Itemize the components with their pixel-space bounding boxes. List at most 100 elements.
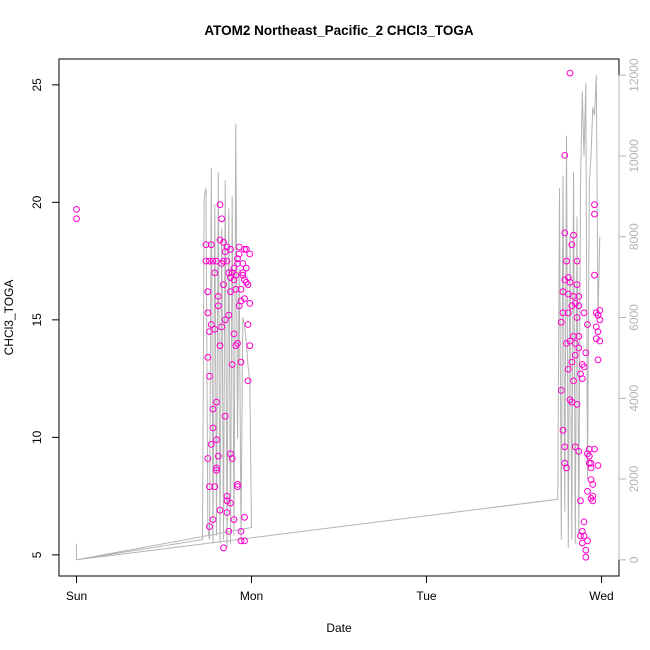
data-point <box>237 528 245 535</box>
data-point <box>570 377 577 385</box>
x-tick-label: Sun <box>66 589 87 603</box>
data-point <box>241 513 248 521</box>
data-point <box>242 245 250 253</box>
y-tick-label: 15 <box>30 313 44 327</box>
data-point <box>213 464 220 472</box>
data-point <box>209 405 217 413</box>
data-point <box>580 532 588 540</box>
data-point <box>223 243 231 251</box>
data-point <box>566 69 574 77</box>
data-point <box>206 257 213 265</box>
data-point <box>575 332 583 340</box>
data-point <box>575 448 583 455</box>
data-point <box>582 546 590 554</box>
data-point <box>216 342 224 350</box>
y2-tick-label: 0 <box>627 556 641 563</box>
data-point <box>228 361 236 368</box>
data-point <box>591 201 598 209</box>
data-point <box>206 328 213 336</box>
y-axis-left: 5 10 15 20 25 <box>30 78 60 558</box>
data-point <box>561 229 569 237</box>
data-point <box>577 497 584 505</box>
data-point <box>584 537 591 545</box>
data-point <box>557 318 565 326</box>
data-point <box>241 537 248 545</box>
y2-tick-label: 12000 <box>627 58 641 92</box>
data-point <box>596 316 604 324</box>
data-point <box>204 288 212 296</box>
data-point <box>596 337 604 345</box>
data-point <box>209 516 217 523</box>
data-point <box>573 401 581 408</box>
data-point <box>234 483 241 491</box>
data-point <box>584 488 591 495</box>
data-point <box>568 302 576 310</box>
data-point <box>220 257 227 265</box>
data-point <box>237 537 245 545</box>
data-point <box>575 344 583 352</box>
y-tick-label: 20 <box>30 195 44 209</box>
data-point <box>585 452 593 460</box>
data-point <box>568 241 576 249</box>
data-point <box>563 257 570 265</box>
data-point <box>575 293 583 300</box>
data-point <box>571 443 579 451</box>
data-point <box>587 464 595 472</box>
data-point <box>232 271 240 279</box>
data-point <box>73 206 80 213</box>
data-point <box>221 316 229 324</box>
data-point <box>214 293 222 300</box>
data-point <box>563 464 570 472</box>
x-axis-label: Date <box>326 621 352 635</box>
data-point <box>223 509 231 516</box>
y-tick-label: 25 <box>30 78 44 92</box>
data-point <box>228 455 236 462</box>
data-point <box>561 459 569 467</box>
y2-tick-label: 2000 <box>627 465 641 492</box>
data-point <box>202 241 210 249</box>
data-point <box>571 351 579 359</box>
data-point <box>578 361 586 368</box>
data-point <box>246 300 254 307</box>
series-layer <box>73 69 604 561</box>
data-point <box>244 281 252 289</box>
data-point <box>204 309 212 317</box>
data-point <box>234 260 241 267</box>
data-point <box>577 532 584 540</box>
data-point <box>214 452 222 460</box>
data-point <box>204 455 212 462</box>
x-tick-label: Mon <box>240 589 263 603</box>
data-point <box>573 314 581 321</box>
data-point <box>570 231 577 239</box>
x-tick-label: Tue <box>416 589 437 603</box>
data-point <box>578 528 586 535</box>
data-point <box>580 309 588 317</box>
y2-tick-label: 4000 <box>627 385 641 412</box>
data-point <box>244 321 252 328</box>
data-point <box>557 387 565 394</box>
data-point <box>209 257 217 265</box>
data-point <box>564 309 572 317</box>
data-point <box>582 553 590 561</box>
data-point <box>223 257 231 265</box>
data-point <box>211 483 219 491</box>
y2-tick-label: 10000 <box>627 139 641 173</box>
data-point <box>596 307 604 314</box>
data-point <box>227 245 234 253</box>
data-point <box>230 264 238 272</box>
data-point <box>564 365 572 373</box>
chart-title: ATOM2 Northeast_Pacific_2 CHCl3_TOGA <box>204 23 474 38</box>
data-point <box>591 445 598 453</box>
data-point <box>594 462 602 469</box>
data-point <box>585 445 593 453</box>
data-point <box>225 311 233 319</box>
y2-tick-label: 8000 <box>627 223 641 250</box>
data-point <box>232 285 240 293</box>
data-point <box>589 481 597 488</box>
data-point <box>220 544 227 552</box>
data-point <box>220 238 227 246</box>
data-point <box>584 321 591 328</box>
data-point <box>237 358 245 366</box>
data-point <box>241 295 248 303</box>
